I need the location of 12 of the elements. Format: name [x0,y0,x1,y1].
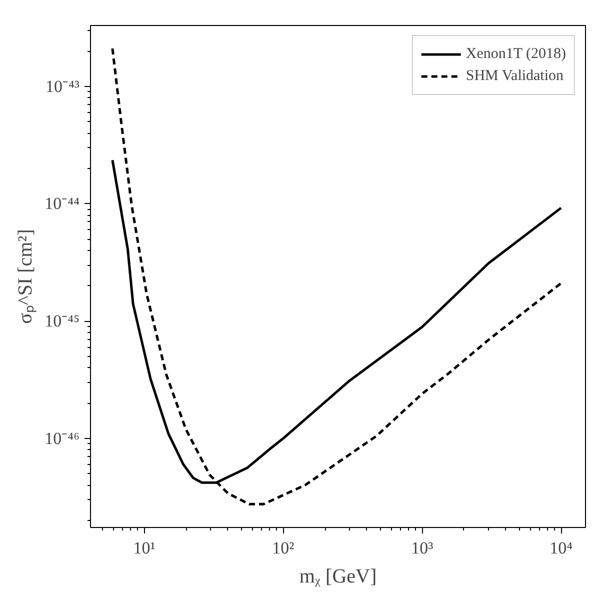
x-tick-label: 10¹ [133,538,156,558]
y-axis-title: σₚ^SI [cm²] [14,229,37,324]
y-tick-label: 10⁻⁴⁴ [44,194,80,214]
x-tick-label: 10² [272,538,294,558]
y-tick-label: 10⁻⁴⁵ [44,312,80,331]
x-axis-title: mᵪ [GeV] [299,566,377,588]
legend-label: SHM Validation [466,68,564,84]
y-tick-label: 10⁻⁴³ [45,76,80,96]
legend-label: Xenon1T (2018) [466,46,566,62]
y-tick-label: 10⁻⁴⁶ [44,428,80,448]
x-tick-label: 10³ [411,538,434,558]
x-tick-label: 10⁴ [550,538,573,558]
